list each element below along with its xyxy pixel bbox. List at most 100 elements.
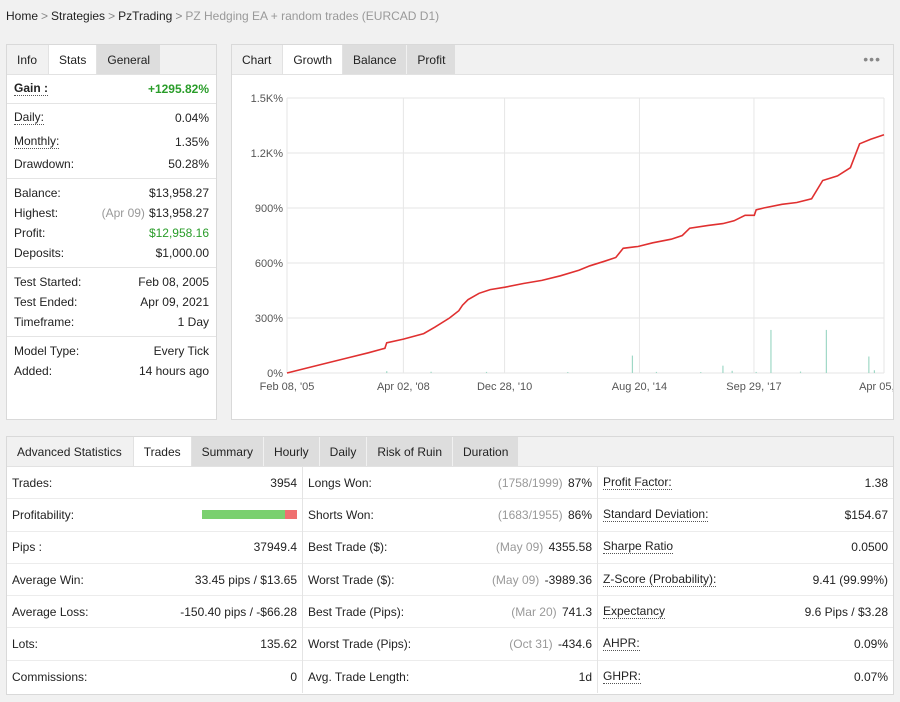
gain-label[interactable]: Gain : (14, 81, 49, 96)
tab-chart[interactable]: Chart (232, 45, 283, 74)
test-started-label: Test Started: (14, 275, 82, 289)
z-score-label[interactable]: Z-Score (Probability): (603, 571, 717, 587)
deposits-row: Deposits: $1,000.00 (7, 243, 216, 263)
tab-duration[interactable]: Duration (453, 437, 520, 466)
lots-value: 135.62 (260, 637, 297, 652)
table-row: Lots: 135.62 (7, 628, 302, 661)
x-tick-label: Apr 05, '... (859, 381, 893, 393)
longs-won-count: (1758/1999) (497, 475, 563, 490)
best-trade-usd-label: Best Trade ($): (308, 540, 388, 555)
monthly-value: 1.35% (174, 135, 209, 149)
shorts-won-value: 86% (567, 507, 592, 522)
more-horizontal-icon[interactable]: ••• (863, 51, 881, 67)
best-trade-pips-label: Best Trade (Pips): (308, 604, 405, 619)
tab-profit[interactable]: Profit (407, 45, 457, 74)
advanced-tabs: Advanced Statistics Trades Summary Hourl… (7, 437, 893, 467)
chart-tabs: Chart Growth Balance Profit (232, 45, 893, 75)
daily-value: 0.04% (174, 111, 209, 125)
ahpr-label[interactable]: AHPR: (603, 636, 640, 652)
profitability-bar (202, 510, 297, 520)
breadcrumb-home[interactable]: Home (6, 9, 39, 23)
profitability-lost-segment (284, 510, 297, 520)
monthly-label[interactable]: Monthly: (14, 134, 60, 149)
drawdown-label: Drawdown: (14, 157, 75, 171)
balance-value: $13,958.27 (148, 186, 209, 200)
sharpe-ratio-label[interactable]: Sharpe Ratio (603, 539, 674, 555)
table-row: Trades: 3954 (7, 467, 302, 500)
table-row: Pips : 37949.4 (7, 532, 302, 564)
ghpr-label[interactable]: GHPR: (603, 668, 642, 684)
avg-trade-length-label: Avg. Trade Length: (308, 669, 410, 684)
daily-row: Daily: 0.04% (7, 108, 216, 128)
table-row: Average Loss: -150.40 pips / -$66.28 (7, 596, 302, 629)
trades-column-1: Trades: 3954 Profitability: Pips : 37949… (7, 467, 303, 694)
worst-trade-pips-date: (Oct 31) (509, 637, 553, 652)
y-tick-label: 1.5K% (251, 93, 284, 105)
growth-line (286, 133, 885, 374)
x-tick-label: Apr 02, '08 (377, 381, 430, 393)
ahpr-value: 0.09% (853, 637, 888, 652)
daily-label[interactable]: Daily: (14, 110, 45, 125)
tab-hourly[interactable]: Hourly (263, 437, 320, 466)
highest-date: (Apr 09) (101, 206, 145, 220)
table-row: Profitability: (7, 499, 302, 532)
tab-daily[interactable]: Daily (319, 437, 368, 466)
lots-label: Lots: (12, 637, 39, 652)
test-started-value: Feb 08, 2005 (138, 275, 209, 289)
breadcrumb-strategies[interactable]: Strategies (51, 9, 106, 23)
table-row: Commissions: 0 (7, 661, 302, 693)
best-trade-pips-value: 741.3 (561, 604, 592, 619)
tab-info[interactable]: Info (7, 45, 49, 74)
profitability-label: Profitability: (12, 507, 75, 522)
tab-stats[interactable]: Stats (48, 45, 98, 74)
test-ended-label: Test Ended: (14, 295, 78, 309)
timeframe-value: 1 Day (177, 315, 209, 329)
deposits-label: Deposits: (14, 246, 65, 260)
expectancy-label[interactable]: Expectancy (603, 603, 666, 619)
profit-row: Profit: $12,958.16 (7, 223, 216, 243)
tab-risk-of-ruin[interactable]: Risk of Ruin (367, 437, 454, 466)
y-tick-label: 600% (255, 258, 283, 270)
best-trade-pips-date: (Mar 20) (511, 604, 557, 619)
table-row: Worst Trade (Pips): (Oct 31) -434.6 (303, 628, 597, 661)
tab-growth[interactable]: Growth (282, 45, 344, 74)
highest-label: Highest: (14, 206, 59, 220)
average-win-label: Average Win: (12, 572, 84, 587)
tab-trades[interactable]: Trades (132, 437, 192, 466)
tab-summary[interactable]: Summary (191, 437, 264, 466)
table-row: Average Win: 33.45 pips / $13.65 (7, 564, 302, 597)
table-row: Shorts Won: (1683/1955) 86% (303, 499, 597, 532)
shorts-won-count: (1683/1955) (497, 507, 563, 522)
drawdown-row: Drawdown: 50.28% (7, 154, 216, 174)
added-label: Added: (14, 364, 53, 378)
profit-factor-label[interactable]: Profit Factor: (603, 474, 672, 490)
tab-advanced-statistics[interactable]: Advanced Statistics (7, 437, 133, 466)
stats-tabs: Info Stats General (7, 45, 216, 75)
expectancy-value: 9.6 Pips / $3.28 (804, 604, 888, 619)
sharpe-ratio-value: 0.0500 (851, 540, 888, 555)
table-row: Avg. Trade Length: 1d (303, 661, 597, 693)
worst-trade-usd-value: -3989.36 (544, 572, 592, 587)
tab-general[interactable]: General (97, 45, 162, 74)
longs-won-label: Longs Won: (308, 475, 372, 490)
monthly-row: Monthly: 1.35% (7, 132, 216, 152)
table-row: Profit Factor: 1.38 (598, 467, 893, 500)
growth-chart: 0% 300% 600% 900% 1.2K% 1.5K% Feb 08, '05 Apr 0… (251, 93, 893, 393)
timeframe-label: Timeframe: (14, 315, 75, 329)
breadcrumb-current: PZ Hedging EA + random trades (EURCAD D1… (185, 9, 440, 23)
average-loss-label: Average Loss: (12, 604, 89, 619)
best-trade-usd-value: 4355.58 (548, 540, 592, 555)
trades-label: Trades: (12, 475, 53, 490)
y-tick-label: 0% (267, 368, 283, 380)
x-tick-label: Dec 28, '10 (477, 381, 532, 393)
test-ended-row: Test Ended: Apr 09, 2021 (7, 292, 216, 312)
highest-row: Highest: (Apr 09) $13,958.27 (7, 203, 216, 223)
standard-deviation-label[interactable]: Standard Deviation: (603, 506, 709, 522)
trades-column-3: Profit Factor: 1.38 Standard Deviation: … (598, 467, 893, 693)
breadcrumb-pztrading[interactable]: PzTrading (118, 9, 173, 23)
tab-balance[interactable]: Balance (343, 45, 408, 74)
added-row: Added: 14 hours ago (7, 361, 216, 381)
model-type-label: Model Type: (14, 344, 80, 358)
drawdown-value: 50.28% (168, 157, 209, 171)
stats-panel: Info Stats General Gain : +1295.82% Dail… (6, 44, 217, 420)
